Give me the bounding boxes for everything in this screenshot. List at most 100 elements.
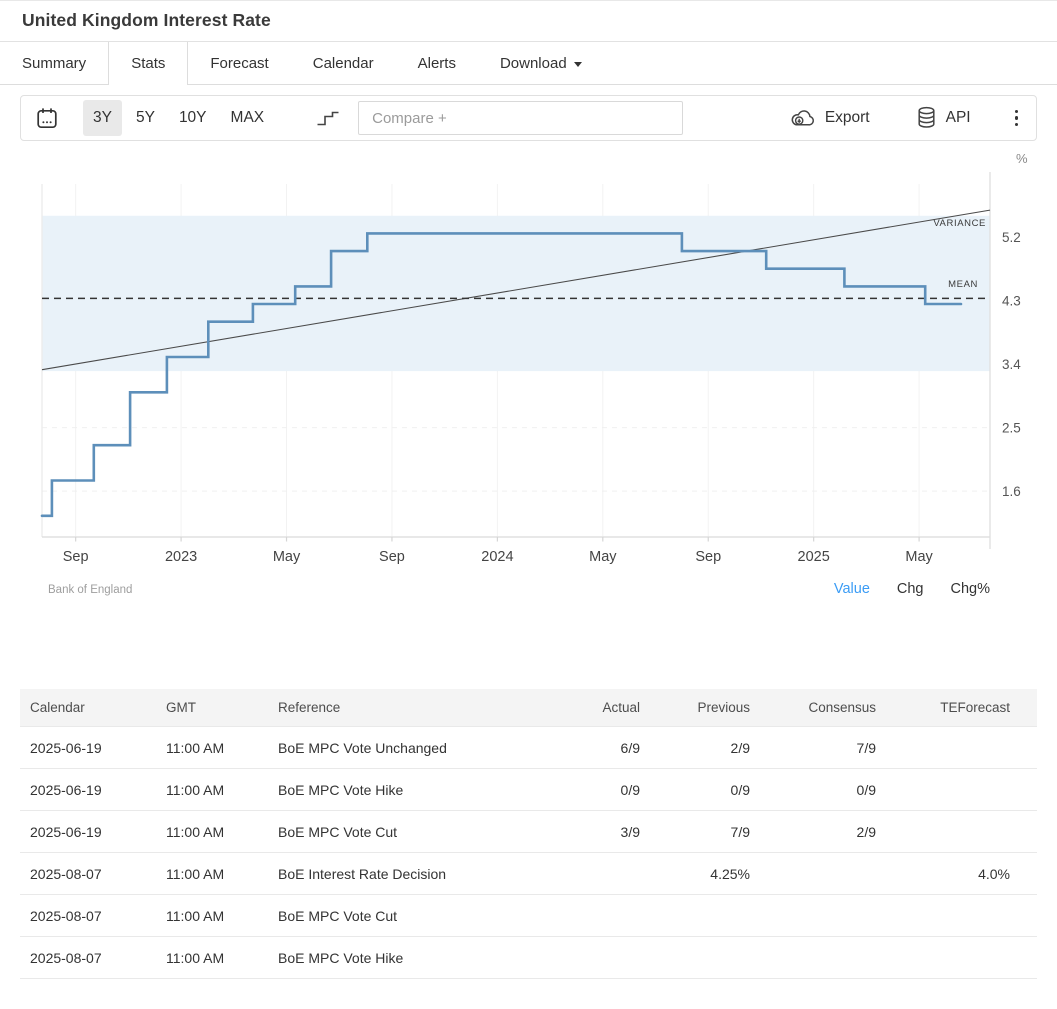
x-tick-label: Sep — [379, 549, 405, 565]
cell-previous: 0/9 — [640, 768, 750, 811]
cell-calendar: 2025-08-07 — [20, 894, 166, 937]
y-tick-label: 1.6 — [1002, 484, 1021, 499]
y-tick-label: 4.3 — [1002, 293, 1021, 308]
kebab-dot — [1014, 109, 1018, 114]
more-options-button[interactable] — [1009, 106, 1024, 131]
range-button-max[interactable]: MAX — [221, 100, 275, 136]
cell-reference: BoE MPC Vote Hike — [278, 936, 540, 979]
cell-teforecast: 4.0% — [876, 852, 1037, 895]
export-button[interactable]: Export — [789, 108, 870, 128]
cell-teforecast — [876, 894, 1037, 937]
cell-actual — [540, 894, 640, 937]
trend-line — [41, 209, 991, 371]
cell-consensus: 2/9 — [750, 810, 876, 853]
x-tick-label: 2024 — [481, 549, 513, 565]
y-tick-label: 5.2 — [1002, 230, 1021, 245]
chart-type-button[interactable] — [316, 108, 340, 128]
cell-calendar: 2025-08-07 — [20, 852, 166, 895]
cell-consensus: 7/9 — [750, 726, 876, 769]
range-button-10y[interactable]: 10Y — [169, 100, 217, 136]
cell-consensus — [750, 852, 876, 895]
kebab-dot — [1014, 116, 1018, 120]
chg-link[interactable]: Chg — [896, 581, 924, 597]
chart-toolbar: 3Y 5Y 10Y MAX Export API — [20, 95, 1037, 141]
cell-gmt: 11:00 AM — [166, 894, 278, 937]
cell-previous — [640, 936, 750, 979]
tab-forecast[interactable]: Forecast — [210, 54, 269, 72]
cell-previous: 4.25% — [640, 852, 750, 895]
range-button-5y[interactable]: 5Y — [126, 100, 165, 136]
cell-calendar: 2025-06-19 — [20, 810, 166, 853]
database-icon — [918, 107, 935, 129]
y-tick-label: 2.5 — [1002, 420, 1021, 435]
toolbar-right-group: Export API — [789, 106, 1024, 131]
column-header-reference: Reference — [278, 689, 540, 727]
step-line-icon — [317, 111, 339, 126]
x-tick-label: 2023 — [165, 549, 197, 565]
cell-teforecast — [876, 810, 1037, 853]
cell-actual — [540, 936, 640, 979]
tab-summary[interactable]: Summary — [22, 54, 87, 72]
chg-pct-link[interactable]: Chg% — [950, 581, 991, 597]
cell-teforecast — [876, 768, 1037, 811]
tab-download[interactable]: Download — [478, 42, 604, 84]
date-range-calendar-button[interactable] — [35, 106, 59, 131]
cell-consensus — [750, 894, 876, 937]
cell-teforecast — [876, 936, 1037, 979]
x-tick-label: Sep — [695, 549, 721, 565]
chart-footer: Bank of England Value Chg Chg% — [20, 581, 1037, 597]
table-row: 2025-06-19 11:00 AM BoE MPC Vote Hike 0/9 0/… — [20, 768, 1037, 811]
x-tick-label: Sep — [63, 549, 89, 565]
tab-calendar[interactable]: Calendar — [312, 54, 374, 72]
export-label: Export — [824, 108, 870, 126]
title-bar: United Kingdom Interest Rate — [0, 1, 1057, 42]
cell-gmt: 11:00 AM — [166, 768, 278, 811]
cell-teforecast — [876, 726, 1037, 769]
cell-previous — [640, 894, 750, 937]
cell-consensus — [750, 936, 876, 979]
column-header-actual: Actual — [540, 689, 640, 727]
api-button[interactable]: API — [916, 106, 971, 129]
table-row: 2025-06-19 11:00 AM BoE MPC Vote Cut 3/9 7/9… — [20, 810, 1037, 853]
tab-stats[interactable]: Stats — [108, 42, 189, 85]
tab-alerts[interactable]: Alerts — [417, 54, 456, 72]
cloud-download-icon — [791, 110, 814, 126]
column-header-calendar: Calendar — [20, 689, 166, 727]
mean-label: MEAN — [948, 279, 978, 290]
variance-band — [42, 215, 990, 372]
interest-rate-chart[interactable]: VARIANCE MEAN% 5.2 4.3 3.4 2.5 1.6 Sep 2023 May Se… — [20, 149, 1037, 569]
x-tick-label: May — [273, 549, 301, 565]
range-button-3y[interactable]: 3Y — [83, 100, 122, 136]
compare-input[interactable] — [358, 101, 684, 135]
cell-gmt: 11:00 AM — [166, 810, 278, 853]
table-row: 2025-06-19 11:00 AM BoE MPC Vote Unchanged… — [20, 726, 1037, 769]
chart-area: VARIANCE MEAN% 5.2 4.3 3.4 2.5 1.6 Sep 2023 May Se… — [20, 149, 1037, 619]
cell-reference: BoE MPC Vote Cut — [278, 894, 540, 937]
cell-previous: 7/9 — [640, 810, 750, 853]
column-header-gmt: GMT — [166, 689, 278, 727]
cell-actual: 3/9 — [540, 810, 640, 853]
column-header-consensus: Consensus — [750, 689, 876, 727]
kebab-dot — [1014, 122, 1018, 127]
value-link[interactable]: Value — [833, 581, 870, 597]
y-axis-unit-label: % — [1016, 151, 1028, 166]
calendar-icon — [37, 107, 57, 128]
cell-gmt: 11:00 AM — [166, 852, 278, 895]
y-tick-label: 3.4 — [1002, 357, 1021, 372]
column-header-teforecast: TEForecast — [876, 689, 1037, 727]
cell-calendar: 2025-06-19 — [20, 768, 166, 811]
cell-actual — [540, 852, 640, 895]
cell-previous: 2/9 — [640, 726, 750, 769]
cell-consensus: 0/9 — [750, 768, 876, 811]
range-selector: 3Y 5Y 10Y MAX — [83, 100, 274, 136]
cell-reference: BoE Interest Rate Decision — [278, 852, 540, 895]
series-mode-links: Value Chg Chg% — [834, 581, 990, 597]
cell-reference: BoE MPC Vote Unchanged — [278, 726, 540, 769]
calendar-table: Calendar GMT Reference Actual Previous Consen… — [20, 689, 1037, 979]
cell-actual: 6/9 — [540, 726, 640, 769]
api-label: API — [945, 108, 971, 126]
cell-calendar: 2025-08-07 — [20, 936, 166, 979]
x-tick-label: May — [905, 549, 933, 565]
chart-source: Bank of England — [48, 584, 133, 596]
x-tick-label: 2025 — [798, 549, 830, 565]
